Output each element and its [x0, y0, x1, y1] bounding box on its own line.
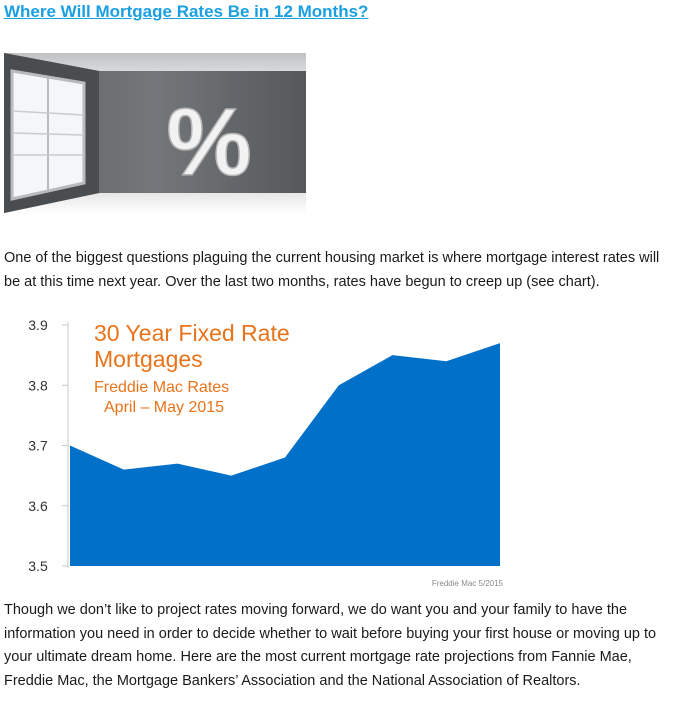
- y-tick-label: 3.9: [28, 317, 48, 333]
- window-shape: [10, 69, 86, 201]
- y-tick-label: 3.8: [28, 377, 48, 393]
- chart-title-line1: 30 Year Fixed Rate: [94, 320, 290, 346]
- chart-subtitle-line2: April – May 2015: [104, 399, 224, 416]
- article-title-link[interactable]: Where Will Mortgage Rates Be in 12 Month…: [4, 2, 369, 21]
- projection-paragraph: Though we don’t like to project rates mo…: [4, 602, 657, 689]
- chart-source-note: Freddie Mac 5/2015: [432, 579, 504, 588]
- y-tick-label: 3.6: [28, 498, 48, 514]
- percent-sign-graphic: %: [166, 89, 251, 196]
- rate-area-series: [70, 343, 500, 566]
- chart-title-block: 30 Year Fixed Rate Mortgages Freddie Mac…: [94, 320, 290, 416]
- chart-title-line2: Mortgages: [94, 346, 203, 372]
- mortgage-rate-chart: 3.9 3.8 3.7 3.6 3.5 30 Year Fixed Rate Mortg…: [28, 317, 504, 588]
- y-tick-label: 3.7: [28, 438, 48, 454]
- y-axis-ticks: 3.9 3.8 3.7 3.6 3.5: [28, 317, 68, 574]
- intro-paragraph: One of the biggest questions plaguing th…: [4, 250, 660, 290]
- hero-image-percent-room: %: [4, 53, 306, 213]
- chart-subtitle-line1: Freddie Mac Rates: [94, 379, 229, 396]
- y-tick-label: 3.5: [28, 558, 48, 574]
